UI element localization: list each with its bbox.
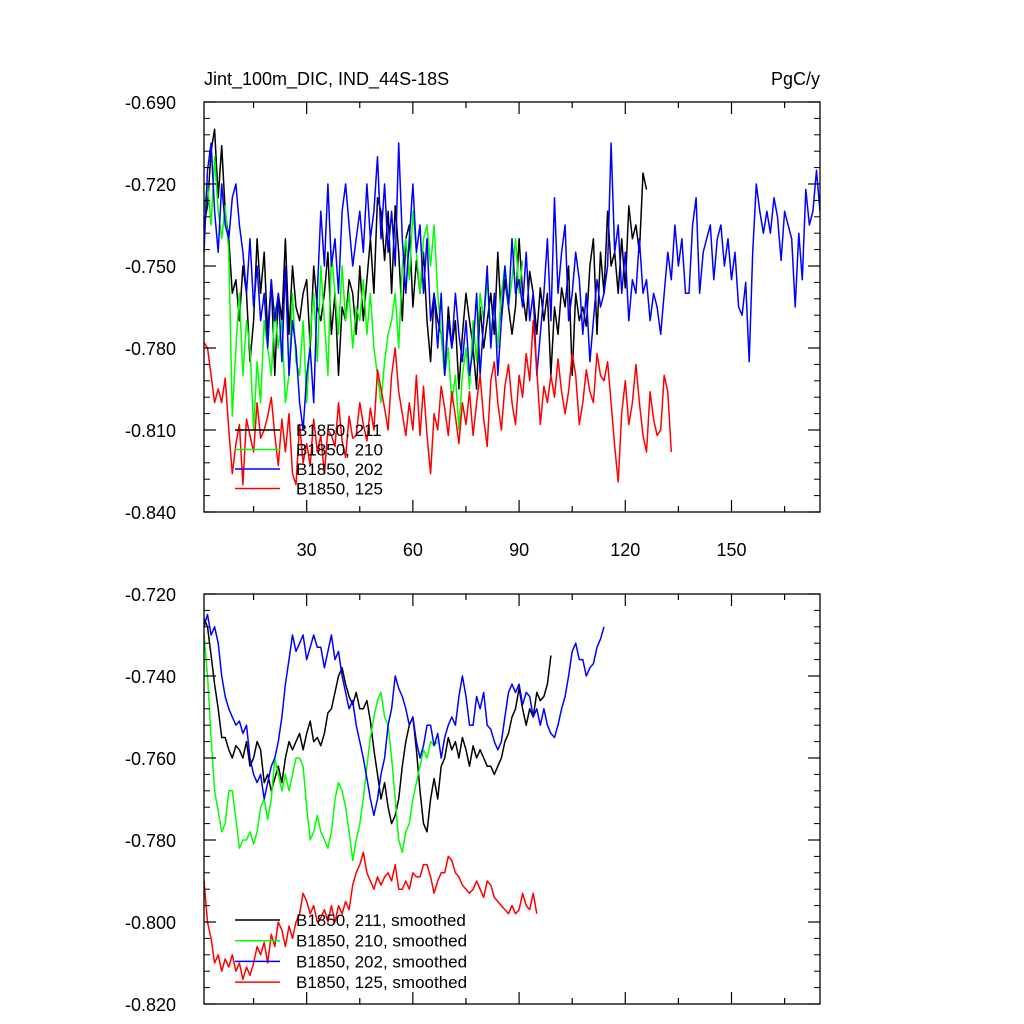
legend-label-1: B1850, 210	[296, 441, 383, 460]
y-tick-label: -0.810	[125, 421, 176, 441]
y-tick-label: -0.840	[125, 503, 176, 523]
series-line-0	[203, 618, 552, 833]
bottom-panel: -0.720 -0.740 -0.760 -0.780 -0.800 -0.820 B18…	[125, 585, 821, 1015]
y-tick-label: -0.760	[125, 749, 176, 769]
legend-label-0: B1850, 211, smoothed	[296, 911, 466, 930]
legend-label-3: B1850, 125, smoothed	[296, 973, 467, 992]
y-tick-label: -0.740	[125, 667, 176, 687]
series-line-3	[203, 851, 538, 981]
x-tick-label: 150	[716, 540, 746, 560]
legend-label-0: B1850, 211	[296, 421, 382, 440]
series-line-1	[203, 634, 439, 862]
y-tick-label: -0.750	[125, 257, 176, 277]
y-tick-label: -0.820	[125, 995, 176, 1015]
legend-label-1: B1850, 210, smoothed	[296, 932, 467, 951]
x-tick-label: 120	[610, 540, 640, 560]
bottom-legend: B1850, 211, smoothed B1850, 210, smoothed…	[235, 911, 467, 992]
top-title: Jint_100m_DIC, IND_44S-18S	[204, 69, 449, 90]
series-line-2	[203, 613, 605, 817]
top-plot-frame	[203, 101, 821, 513]
series-line-2	[203, 142, 821, 431]
top-units: PgC/y	[771, 69, 820, 89]
x-tick-label: 90	[509, 540, 529, 560]
y-tick-label: -0.780	[125, 339, 176, 359]
y-tick-label: -0.720	[125, 175, 176, 195]
y-tick-label: -0.690	[125, 93, 176, 113]
y-tick-label: -0.800	[125, 913, 176, 933]
legend-label-2: B1850, 202	[296, 460, 383, 479]
top-panel: Jint_100m_DIC, IND_44S-18S PgC/y -0.690 -…	[125, 69, 821, 560]
series-line-1	[203, 155, 524, 431]
x-tick-label: 30	[297, 540, 317, 560]
series-line-3	[203, 319, 673, 486]
bottom-plot-frame	[203, 593, 821, 1005]
x-tick-label: 60	[403, 540, 423, 560]
legend-label-3: B1850, 125	[296, 480, 383, 499]
legend-label-2: B1850, 202, smoothed	[296, 952, 467, 971]
y-tick-label: -0.780	[125, 831, 176, 851]
y-tick-label: -0.720	[125, 585, 176, 605]
